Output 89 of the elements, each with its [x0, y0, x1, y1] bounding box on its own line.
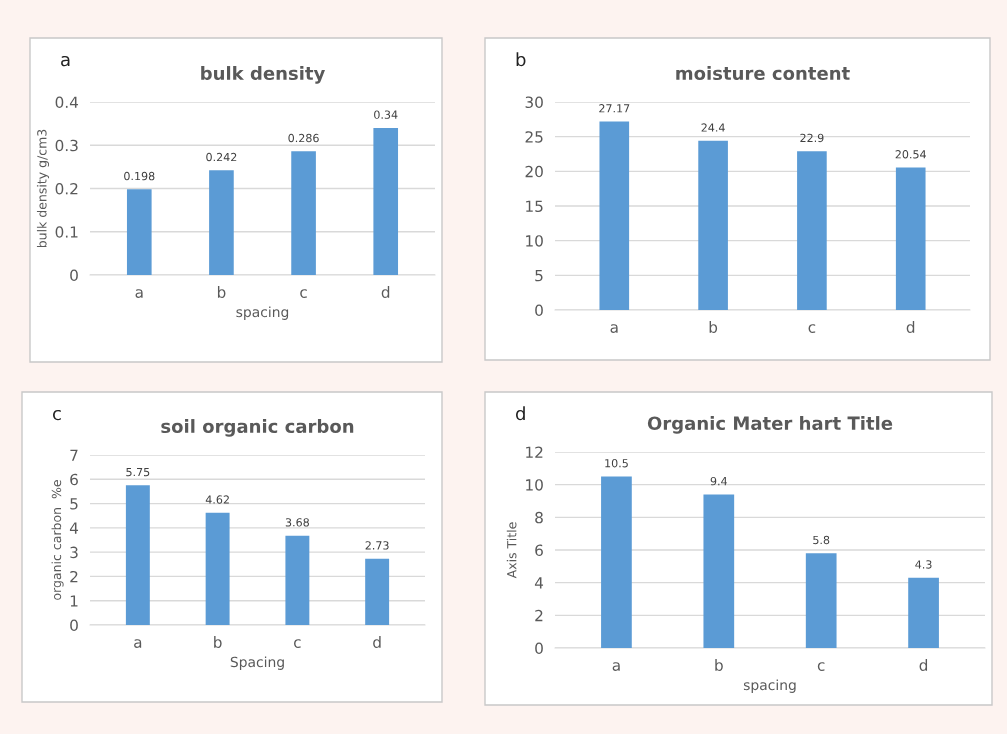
- data-label: 5.75: [126, 468, 150, 477]
- text: c: [53, 409, 61, 421]
- y-tick-label: 0.3: [55, 139, 78, 152]
- bar: [125, 485, 150, 625]
- y-tick-label: 2: [535, 609, 543, 622]
- text: b: [516, 52, 526, 67]
- data-label: 0.198: [124, 171, 155, 181]
- y-axis-title: bulk density g/cm3: [36, 129, 50, 248]
- bar: [291, 151, 316, 275]
- data-label: 0.34: [374, 110, 398, 119]
- x-tick-label: b: [709, 321, 718, 333]
- text: d: [516, 406, 525, 421]
- data-label: 0.242: [206, 152, 237, 162]
- y-tick-label: 4: [69, 522, 79, 534]
- data-label: 2.73: [365, 541, 389, 550]
- data-label: 5.8: [813, 535, 830, 545]
- y-tick-label: 6: [70, 473, 78, 486]
- y-tick-label: 0: [70, 619, 78, 632]
- bar: [908, 577, 939, 648]
- y-axis-title: organic carbon %e: [51, 480, 64, 600]
- y-tick-label: 4: [534, 577, 544, 589]
- text: a: [61, 55, 70, 67]
- x-tick-label: b: [217, 286, 226, 298]
- data-label: 9.4: [710, 476, 728, 486]
- bar: [895, 167, 926, 310]
- y-tick-label: 10: [526, 235, 543, 247]
- bar: [703, 494, 735, 648]
- bar: [373, 127, 399, 275]
- x-axis-title: Spacing: [230, 656, 284, 670]
- bar: [601, 476, 632, 648]
- x-tick-label: c: [808, 324, 816, 333]
- data-label: 4.3: [915, 560, 932, 569]
- x-tick-label: a: [612, 662, 620, 671]
- x-tick-label: b: [715, 659, 723, 671]
- data-label: 3.68: [285, 518, 309, 527]
- x-tick-label: d: [906, 321, 915, 333]
- y-tick-label: 0: [535, 304, 543, 317]
- y-tick-label: 6: [535, 544, 543, 557]
- y-tick-label: 25: [525, 131, 543, 143]
- bar: [365, 558, 390, 625]
- data-label: 0.286: [288, 133, 319, 143]
- y-tick-label: 0.2: [55, 182, 78, 195]
- y-tick-label: 5: [535, 270, 543, 282]
- data-label: 27.17: [599, 104, 630, 113]
- y-tick-label: 15: [526, 200, 543, 213]
- bar: [209, 170, 234, 275]
- bar: [805, 553, 837, 648]
- data-label: 10.5: [605, 459, 628, 468]
- x-tick-label: a: [135, 289, 143, 298]
- chart-title: moisture content: [676, 66, 850, 81]
- x-tick-label: a: [134, 639, 142, 648]
- chart-title: Organic Mater hart Title: [647, 416, 893, 434]
- y-tick-label: 3: [70, 546, 78, 559]
- data-label: 4.62: [205, 495, 229, 504]
- y-tick-label: 5: [70, 498, 78, 510]
- y-tick-label: 0.4: [55, 96, 79, 109]
- x-tick-label: a: [610, 324, 618, 333]
- y-tick-label: 0: [535, 642, 543, 655]
- y-tick-label: 2: [70, 570, 78, 583]
- bar: [126, 189, 152, 275]
- bar: [285, 535, 310, 625]
- data-label: 24.4: [701, 123, 725, 132]
- y-tick-label: 1: [70, 595, 78, 607]
- x-tick-label: c: [294, 639, 301, 648]
- x-tick-label: d: [919, 659, 928, 671]
- x-tick-label: d: [373, 636, 381, 648]
- y-tick-label: 30: [525, 96, 543, 109]
- y-axis-title: Axis Title: [506, 522, 517, 579]
- data-label: 22.9: [800, 133, 824, 143]
- bar: [797, 151, 827, 310]
- chart-title: soil organic carbon: [161, 419, 354, 437]
- x-tick-label: c: [300, 289, 307, 298]
- bar: [599, 121, 630, 310]
- x-axis-title: spacing: [236, 306, 289, 320]
- x-tick-label: d: [381, 286, 390, 298]
- y-tick-label: 12: [526, 446, 543, 458]
- y-tick-label: 0: [70, 269, 78, 282]
- y-tick-label: 8: [535, 511, 543, 524]
- x-tick-label: b: [214, 636, 222, 648]
- y-tick-label: 0.1: [55, 226, 78, 238]
- x-axis-title: spacing: [743, 679, 796, 693]
- y-tick-label: 20: [525, 165, 543, 178]
- chart-title: bulk density: [201, 66, 325, 84]
- x-tick-label: c: [817, 662, 825, 671]
- data-label: 20.54: [895, 150, 926, 159]
- y-tick-label: 10: [526, 479, 543, 491]
- y-tick-label: 7: [70, 449, 78, 461]
- bar: [698, 140, 728, 310]
- bar: [205, 512, 230, 625]
